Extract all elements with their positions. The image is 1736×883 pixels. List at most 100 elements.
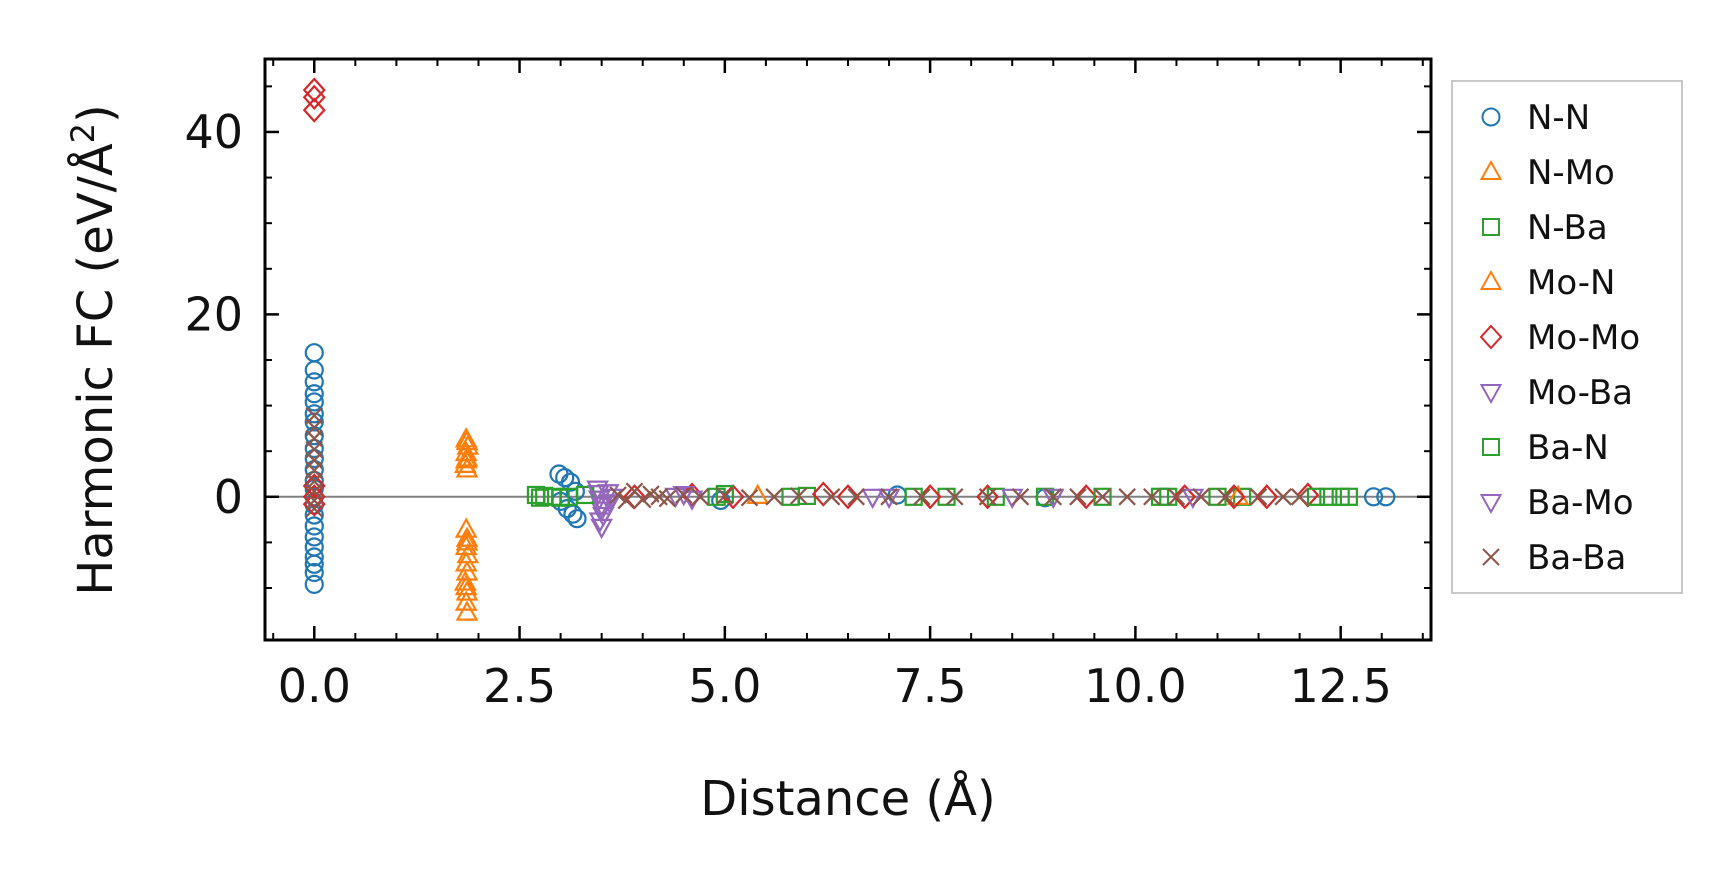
data-point	[633, 490, 652, 509]
y-tick-label: 40	[184, 105, 243, 159]
data-point	[609, 486, 627, 504]
data-point	[1296, 482, 1320, 508]
data-point	[1093, 487, 1112, 506]
data-point	[740, 488, 759, 507]
data-point	[1074, 484, 1098, 510]
data-point	[836, 484, 860, 510]
data-point	[304, 392, 324, 412]
data-point	[716, 487, 734, 505]
data-point	[302, 97, 326, 123]
data-point	[1041, 488, 1065, 510]
legend-item: Ba-N	[1482, 428, 1609, 468]
legend-label: Ba-N	[1527, 428, 1609, 468]
data-point	[715, 484, 734, 504]
legend-item: Ba-Ba	[1482, 538, 1626, 578]
data-point	[1222, 484, 1246, 510]
data-point	[305, 491, 324, 510]
legend-item: Mo-Ba	[1479, 373, 1633, 413]
data-point	[304, 412, 324, 432]
y-axis-label-main: Harmonic FC (eV/Å	[67, 143, 124, 596]
data-point	[557, 499, 577, 519]
data-point	[454, 590, 478, 611]
data-point	[1290, 488, 1309, 506]
data-point	[1339, 487, 1358, 506]
y-tick-label: 20	[184, 287, 243, 341]
data-point	[304, 516, 324, 536]
data-point	[560, 472, 581, 492]
data-point	[976, 484, 1000, 510]
data-point	[530, 488, 550, 507]
data-point	[304, 360, 324, 380]
x-tick-label: 12.5	[1289, 659, 1391, 713]
legend-label: N-Ba	[1527, 208, 1608, 248]
legend-items: N-N N-Mo N-Ba Mo-N Mo-Mo Mo-Ba Ba-N Ba-Mo Ba-Ba	[1479, 98, 1640, 578]
legend-label: Mo-Ba	[1527, 373, 1633, 413]
legend-label: Mo-Mo	[1527, 318, 1640, 358]
data-point	[1274, 488, 1292, 506]
data-point	[455, 580, 479, 601]
data-point	[1255, 484, 1279, 510]
series-ba-ba	[305, 406, 1309, 518]
legend-item: N-Mo	[1479, 153, 1615, 193]
legend-marker	[1481, 107, 1501, 127]
legend-marker	[1479, 269, 1503, 290]
data-point	[304, 343, 324, 363]
data-point	[765, 488, 783, 506]
data-point	[549, 464, 569, 484]
data-point	[590, 501, 614, 522]
data-point	[591, 506, 615, 528]
data-point	[658, 489, 677, 508]
data-point	[304, 574, 324, 594]
legend-label: Ba-Ba	[1527, 538, 1626, 578]
x-tick-label: 5.0	[688, 659, 761, 713]
x-tick-label: 2.5	[483, 659, 556, 713]
data-point	[672, 485, 696, 507]
data-point	[453, 570, 477, 591]
data-point	[1011, 488, 1030, 506]
data-point	[555, 468, 575, 488]
data-point	[565, 481, 585, 501]
legend-item: N-Ba	[1482, 208, 1608, 248]
data-point	[302, 84, 326, 110]
legend-marker	[1482, 548, 1500, 566]
data-point	[304, 372, 324, 392]
ticks-layer	[265, 59, 1431, 640]
legend-label: N-Mo	[1527, 153, 1615, 193]
legend-box	[1451, 80, 1683, 594]
data-point	[1363, 487, 1384, 507]
data-point	[304, 527, 324, 547]
data-point	[305, 499, 324, 518]
legend: N-N N-Mo N-Ba Mo-N Mo-Mo Mo-Ba Ba-N Ba-Mo Ba-Ba	[1451, 80, 1683, 594]
legend-label: Mo-N	[1527, 263, 1615, 303]
data-point	[880, 488, 898, 506]
data-point	[913, 488, 931, 506]
data-point	[1306, 487, 1326, 506]
data-point	[861, 488, 885, 510]
data-point	[304, 547, 324, 567]
data-point	[302, 77, 326, 103]
data-point	[691, 488, 709, 506]
data-point	[1093, 488, 1112, 506]
data-point	[302, 491, 326, 517]
tick-labels-layer: 0.0 2.5 5.0 7.5 10.0 12.5 0 20 40	[184, 105, 1391, 713]
data-point	[567, 509, 587, 529]
x-axis-label: Distance (Å)	[700, 770, 995, 827]
data-point	[1069, 488, 1087, 506]
data-point	[304, 554, 324, 574]
y-axis-label: Harmonic FC (eV/Å2)	[64, 104, 124, 596]
data-point	[454, 448, 478, 469]
legend-item: Ba-Mo	[1479, 483, 1634, 523]
legend-item: Mo-N	[1479, 263, 1615, 303]
data-point	[304, 384, 324, 404]
data-point	[847, 488, 865, 506]
x-tick-label: 10.0	[1084, 659, 1186, 713]
data-point	[304, 537, 324, 557]
y-axis-label-superscript: 2	[64, 123, 102, 143]
data-point	[455, 600, 479, 621]
legend-item: Mo-Mo	[1479, 318, 1640, 358]
data-point	[1118, 488, 1136, 506]
series-ba-n	[530, 484, 1358, 507]
data-point	[918, 484, 942, 510]
data-point	[455, 429, 479, 451]
